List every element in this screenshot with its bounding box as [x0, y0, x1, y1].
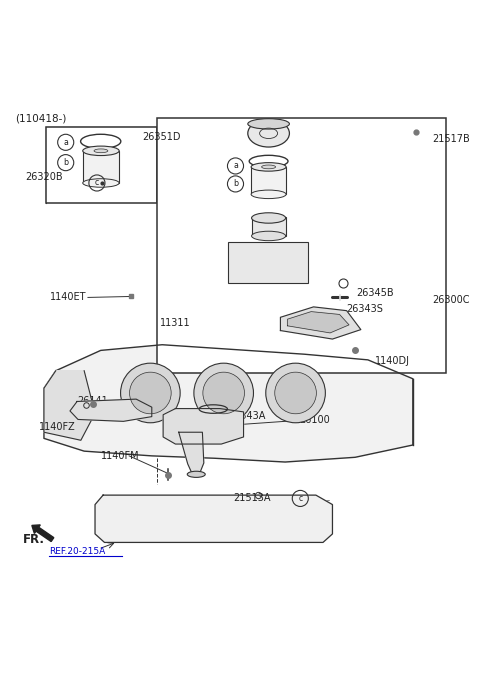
FancyBboxPatch shape — [157, 118, 446, 373]
Text: REF.20-215A: REF.20-215A — [48, 547, 105, 556]
FancyBboxPatch shape — [46, 127, 157, 203]
Ellipse shape — [83, 179, 119, 187]
Text: c: c — [298, 494, 302, 503]
Text: 1140ET: 1140ET — [50, 292, 86, 303]
Polygon shape — [163, 409, 243, 444]
Ellipse shape — [248, 118, 289, 129]
Text: 21513A: 21513A — [233, 494, 271, 503]
Text: (110418-): (110418-) — [15, 114, 67, 124]
Text: a: a — [63, 138, 68, 147]
Circle shape — [120, 363, 180, 423]
Text: 1140DJ: 1140DJ — [375, 356, 410, 367]
Text: 26100: 26100 — [300, 415, 330, 426]
Ellipse shape — [252, 213, 286, 223]
Polygon shape — [280, 307, 361, 339]
Text: 21343A: 21343A — [228, 411, 266, 421]
Circle shape — [203, 372, 244, 414]
Ellipse shape — [252, 231, 286, 241]
Circle shape — [194, 363, 253, 423]
Ellipse shape — [251, 190, 286, 199]
Text: FR.: FR. — [23, 533, 45, 546]
Polygon shape — [179, 432, 204, 475]
Text: 26345B: 26345B — [356, 288, 394, 298]
Text: 26300C: 26300C — [432, 295, 469, 305]
Ellipse shape — [94, 149, 108, 153]
Ellipse shape — [251, 163, 286, 171]
Bar — [251, 167, 286, 194]
Circle shape — [275, 372, 316, 414]
Text: b: b — [233, 180, 238, 188]
Text: c: c — [95, 178, 99, 188]
Text: 1140FZ: 1140FZ — [39, 422, 76, 432]
Text: a: a — [233, 161, 238, 171]
Text: 26141: 26141 — [77, 396, 108, 406]
FancyArrow shape — [32, 525, 54, 541]
Circle shape — [266, 363, 325, 423]
Text: 21517B: 21517B — [432, 134, 469, 144]
Text: b: b — [63, 158, 68, 167]
Text: 26320B: 26320B — [25, 172, 63, 182]
Ellipse shape — [83, 146, 119, 156]
Text: 26343S: 26343S — [347, 304, 384, 314]
Ellipse shape — [187, 471, 205, 477]
Bar — [228, 241, 308, 284]
Polygon shape — [70, 399, 152, 422]
Text: 1140FM: 1140FM — [101, 451, 139, 461]
Bar — [83, 151, 119, 183]
Text: 11311: 11311 — [160, 318, 191, 328]
Bar — [252, 217, 286, 236]
Polygon shape — [288, 311, 349, 333]
Polygon shape — [95, 495, 333, 543]
Polygon shape — [44, 345, 413, 462]
Circle shape — [130, 372, 171, 414]
Ellipse shape — [248, 120, 289, 147]
Text: 26351D: 26351D — [143, 132, 181, 141]
Ellipse shape — [262, 165, 276, 169]
Polygon shape — [44, 371, 95, 440]
